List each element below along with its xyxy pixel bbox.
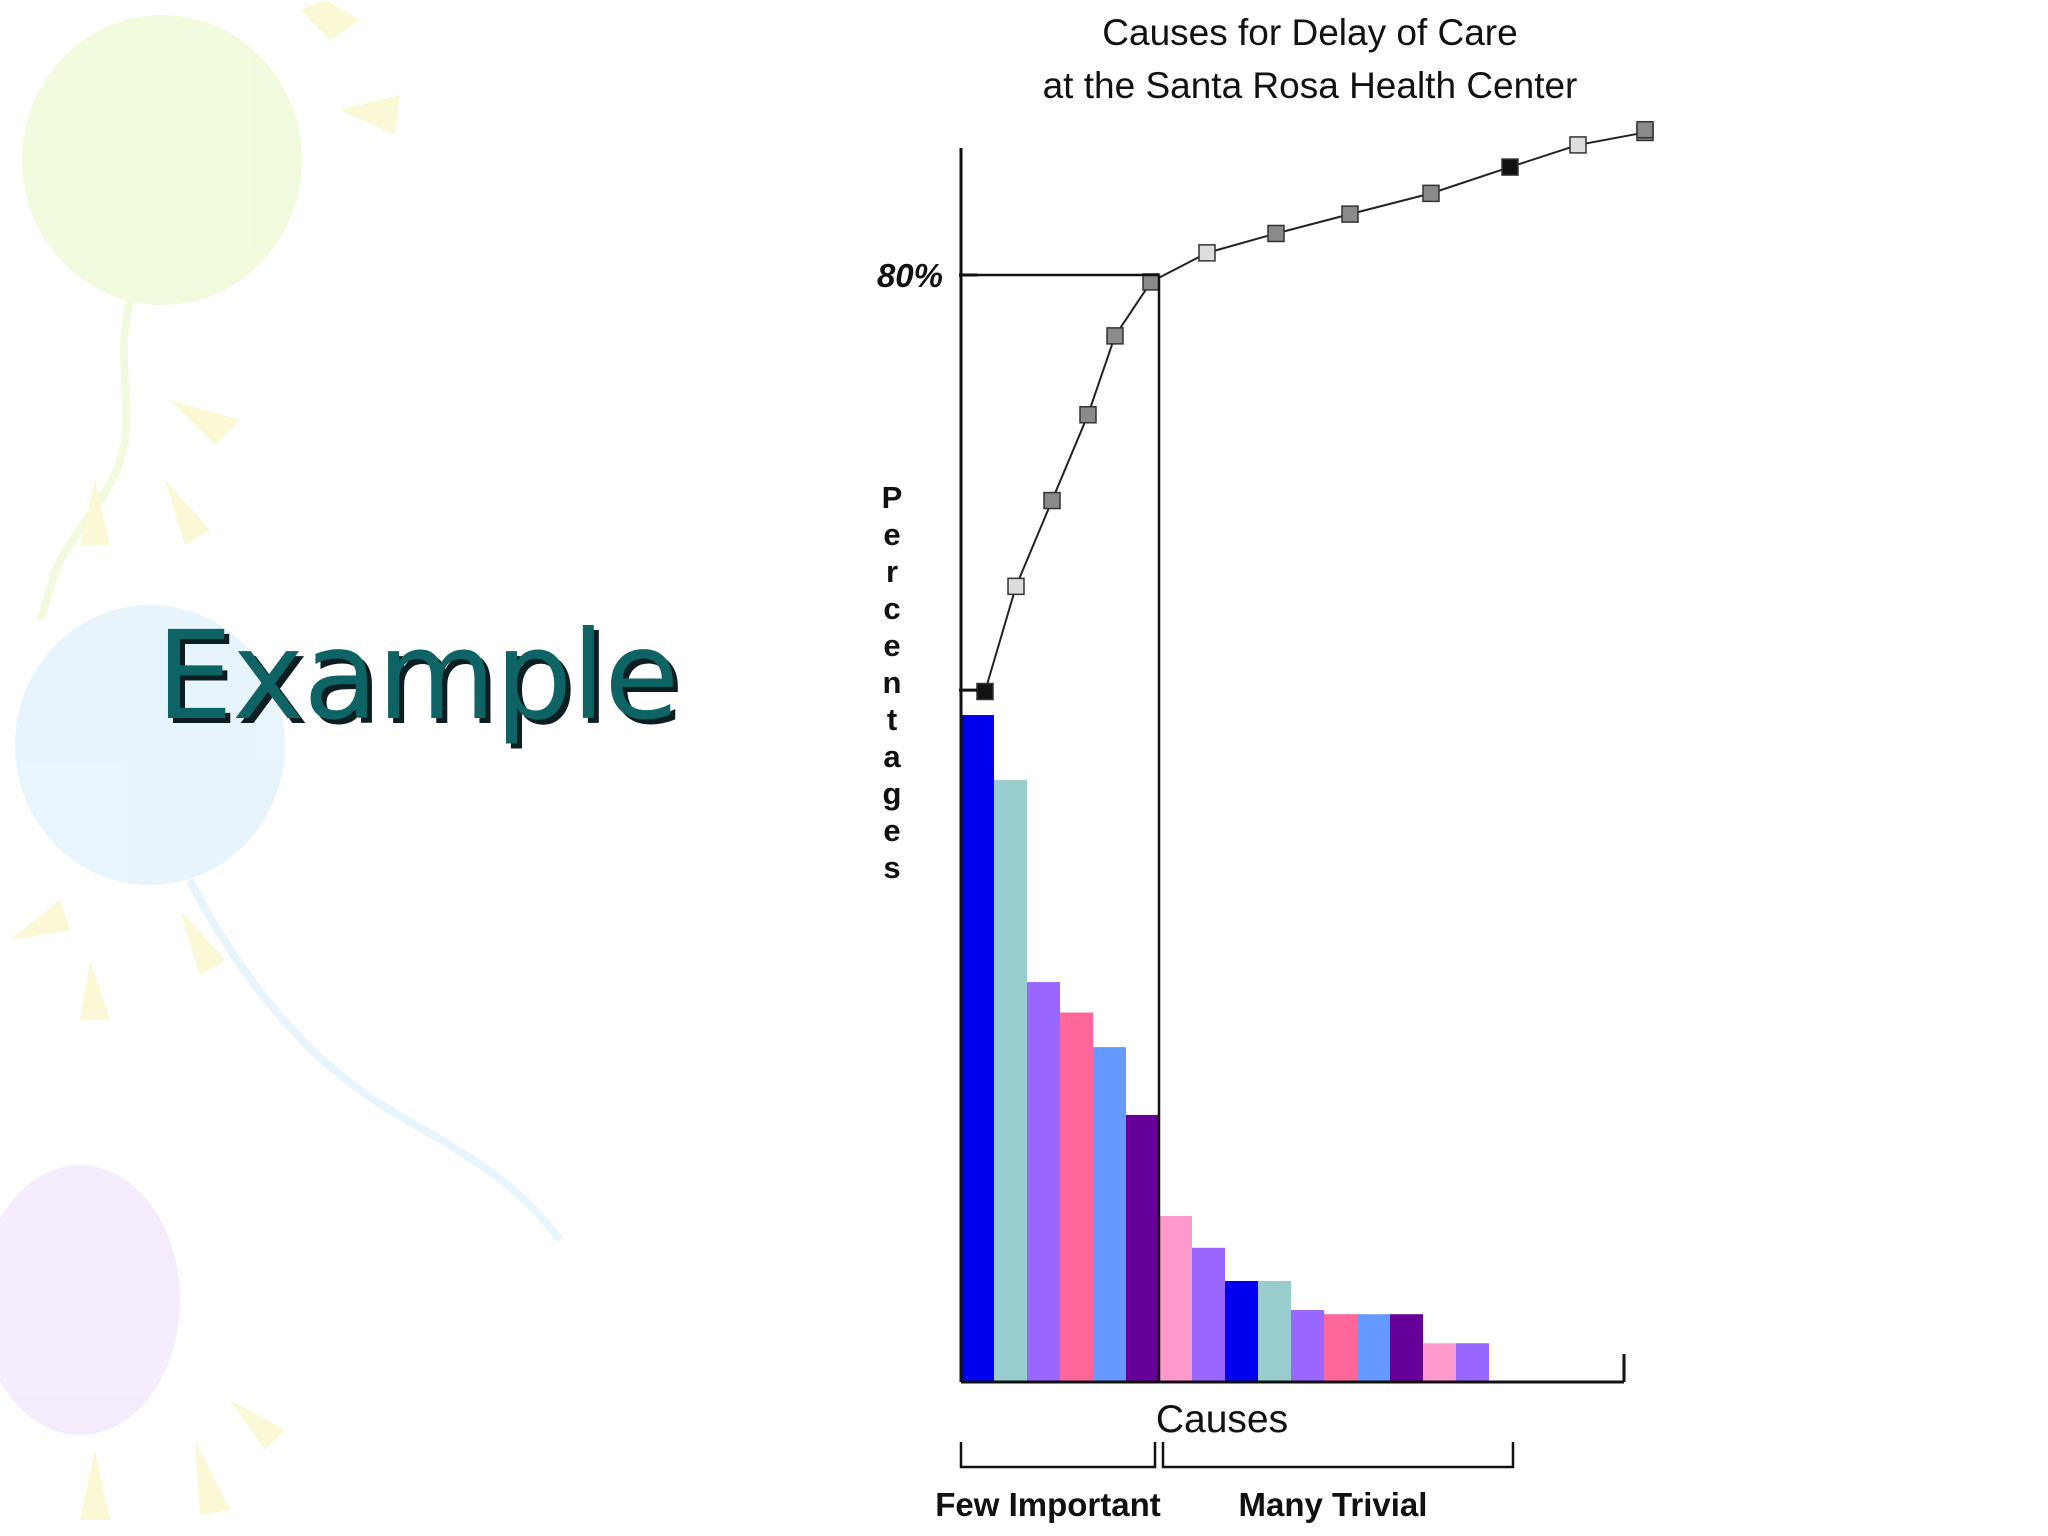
line-point-3	[1043, 491, 1061, 510]
balloon-green-icon	[22, 15, 302, 305]
x-axis-label: Causes	[1156, 1398, 1288, 1441]
y-axis-label-letter: P	[882, 480, 903, 515]
bar-6	[1126, 1114, 1159, 1382]
bar-11	[1291, 1310, 1324, 1382]
y-axis-label-letter: a	[883, 739, 901, 774]
y-axis-label-letter: t	[887, 702, 897, 737]
line-point-7	[1198, 244, 1216, 262]
y-tick-label-2: 80%	[877, 257, 943, 294]
line-point-6	[1142, 273, 1160, 291]
axes-layer: 80% Few Important Many Trivial	[877, 148, 1626, 1523]
bar-12	[1324, 1314, 1357, 1382]
line-point-11	[1501, 158, 1519, 176]
group-label-1: Few Important	[935, 1486, 1161, 1523]
line-point-4	[1079, 406, 1097, 424]
bar-16	[1456, 1343, 1489, 1382]
bar-5	[1093, 1047, 1126, 1382]
balloon-purple-icon	[0, 1165, 180, 1435]
group-label-2: Many Trivial	[1239, 1486, 1428, 1523]
bar-14	[1390, 1314, 1423, 1382]
group-bracket-2	[1161, 1442, 1515, 1469]
y-axis-label-letter: e	[883, 517, 900, 552]
bar-13	[1357, 1314, 1390, 1382]
y-axis-label-letter: e	[883, 813, 900, 848]
line-point-1	[976, 682, 994, 701]
y-axis-label-letter: n	[883, 665, 902, 700]
bar-8	[1192, 1247, 1225, 1382]
line-point-2	[1007, 577, 1025, 596]
line-point-16	[1636, 120, 1654, 139]
y-axis-label-letter: c	[883, 591, 900, 626]
line-point-5	[1106, 327, 1124, 345]
bar-7	[1159, 1215, 1192, 1382]
slide-title: Example	[156, 605, 679, 747]
line-point-10	[1422, 184, 1440, 203]
bar-3	[1027, 982, 1060, 1382]
bar-2	[994, 780, 1027, 1382]
y-axis-label-letter: s	[883, 850, 900, 885]
bar-1	[961, 715, 994, 1382]
bar-10	[1258, 1280, 1291, 1382]
bars-layer	[961, 715, 1489, 1382]
y-axis-label-letter: e	[883, 628, 900, 663]
cumulative-line	[984, 129, 1646, 692]
line-point-13	[1569, 136, 1587, 154]
line-point-9	[1341, 205, 1359, 223]
y-axis-label-letter: r	[886, 554, 898, 589]
balloon-blue-icon	[15, 605, 285, 885]
chart-subtitle: at the Santa Rosa Health Center	[1043, 65, 1578, 106]
bar-4	[1060, 1012, 1093, 1382]
cumulative-line-layer	[976, 120, 1654, 701]
y-axis-label-letter: g	[883, 776, 902, 811]
bar-9	[1225, 1280, 1258, 1382]
line-point-8	[1267, 224, 1285, 243]
bar-15	[1423, 1343, 1456, 1382]
group-bracket-1	[959, 1442, 1157, 1469]
chart-title: Causes for Delay of Care	[1102, 12, 1517, 53]
